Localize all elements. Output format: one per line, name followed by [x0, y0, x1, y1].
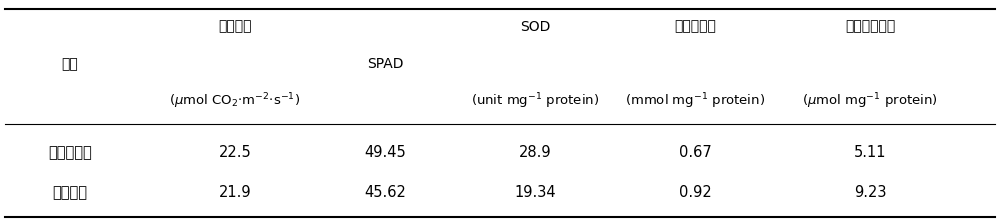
Text: 清水对照: 清水对照 — [52, 185, 88, 200]
Text: 处理: 处理 — [62, 57, 78, 71]
Text: 抗冷剂喷施: 抗冷剂喷施 — [48, 145, 92, 160]
Text: 丙二醛含量: 丙二醛含量 — [674, 19, 716, 34]
Text: 49.45: 49.45 — [364, 145, 406, 160]
Text: SOD: SOD — [520, 19, 550, 34]
Text: ($\mu$mol CO$_2$$\cdot$m$^{-2}$$\cdot$s$^{-1}$): ($\mu$mol CO$_2$$\cdot$m$^{-2}$$\cdot$s$… — [169, 92, 301, 111]
Text: 28.9: 28.9 — [519, 145, 551, 160]
Text: 0.92: 0.92 — [679, 185, 711, 200]
Text: 过氧化氢含量: 过氧化氢含量 — [845, 19, 895, 34]
Text: (unit mg$^{-1}$ protein): (unit mg$^{-1}$ protein) — [471, 92, 599, 111]
Text: 光合速率: 光合速率 — [218, 19, 252, 34]
Text: 45.62: 45.62 — [364, 185, 406, 200]
Text: 9.23: 9.23 — [854, 185, 886, 200]
Text: 0.67: 0.67 — [679, 145, 711, 160]
Text: (mmol mg$^{-1}$ protein): (mmol mg$^{-1}$ protein) — [625, 92, 765, 111]
Text: 22.5: 22.5 — [219, 145, 251, 160]
Text: ($\mu$mol mg$^{-1}$ protein): ($\mu$mol mg$^{-1}$ protein) — [802, 92, 938, 111]
Text: 5.11: 5.11 — [854, 145, 886, 160]
Text: 19.34: 19.34 — [514, 185, 556, 200]
Text: 21.9: 21.9 — [219, 185, 251, 200]
Text: SPAD: SPAD — [367, 57, 403, 71]
